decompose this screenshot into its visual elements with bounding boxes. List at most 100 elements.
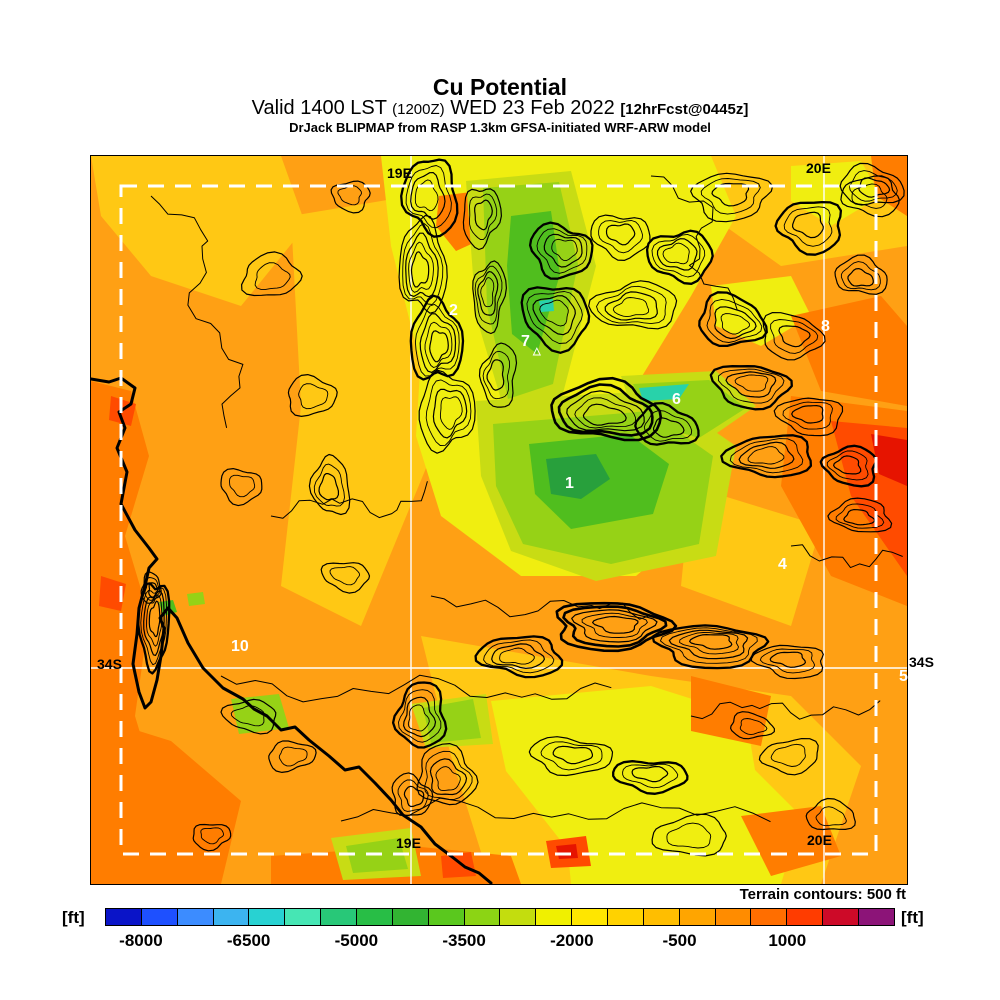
terrain-contour bbox=[805, 797, 856, 831]
terrain-contour bbox=[278, 746, 308, 767]
colorbar-segment bbox=[786, 909, 823, 925]
terrain-contour bbox=[843, 509, 875, 526]
terrain-contour bbox=[815, 806, 847, 827]
terrain-contour bbox=[574, 397, 636, 429]
colorbar-unit-right: [ft] bbox=[901, 908, 924, 927]
terrain-contour bbox=[330, 180, 371, 214]
colorbar-tick-label: -3500 bbox=[442, 931, 486, 950]
terrain-contour bbox=[543, 233, 583, 268]
terrain-contour bbox=[528, 736, 614, 777]
terrain-contour bbox=[662, 242, 690, 265]
colorbar-segment bbox=[535, 909, 572, 925]
site-number-1: 1 bbox=[565, 475, 574, 492]
terrain-contour bbox=[791, 405, 824, 424]
terrain-contour bbox=[770, 743, 806, 767]
terrain-contour bbox=[590, 214, 651, 261]
colorbar-segment bbox=[750, 909, 787, 925]
colorbar-segment bbox=[106, 909, 141, 925]
terrain-contour bbox=[725, 371, 777, 398]
terrain-contour bbox=[634, 401, 700, 446]
terrain-contour bbox=[414, 303, 460, 377]
terrain-contour bbox=[631, 765, 669, 783]
terrain-contour bbox=[717, 368, 785, 404]
terrain-contour bbox=[254, 262, 291, 290]
terrain-contour bbox=[532, 295, 576, 336]
potential-fill-region bbox=[91, 716, 241, 884]
terrain-contour bbox=[403, 696, 437, 738]
terrain-contour bbox=[477, 271, 499, 316]
potential-fill-region bbox=[691, 676, 771, 746]
potential-fill-region bbox=[561, 756, 801, 884]
colorbar-segment bbox=[427, 909, 464, 925]
terrain-contour bbox=[391, 772, 434, 817]
terrain-contour bbox=[612, 297, 650, 318]
terrain-contour bbox=[405, 165, 452, 229]
colorbar-segment bbox=[248, 909, 285, 925]
terrain-contour bbox=[643, 410, 693, 442]
terrain-contour bbox=[320, 562, 371, 594]
colorbar-tick-label: 1000 bbox=[768, 931, 807, 950]
terrain-contour bbox=[605, 223, 636, 246]
terrain-contour bbox=[192, 823, 232, 852]
colorbar-segment bbox=[463, 909, 500, 925]
terrain-contour bbox=[220, 698, 277, 735]
terrain-contour bbox=[337, 185, 362, 206]
terrain-contour bbox=[491, 643, 545, 669]
site-number-5: 5 bbox=[899, 668, 908, 685]
terrain-contour bbox=[229, 474, 256, 498]
terrain-contour bbox=[340, 797, 771, 823]
site-number-2: 2 bbox=[449, 302, 458, 319]
colorbar-segment bbox=[858, 909, 894, 925]
terrain-contour bbox=[598, 220, 643, 254]
terrain-contour bbox=[747, 446, 785, 465]
grid-label-20e: 20E bbox=[806, 160, 831, 176]
colorbar-tick-label: -2000 bbox=[550, 931, 594, 950]
terrain-contour bbox=[730, 711, 775, 740]
terrain-contour bbox=[592, 615, 639, 634]
terrain-contour bbox=[539, 299, 569, 327]
terrain-contour bbox=[486, 359, 505, 391]
colorbar-segment bbox=[607, 909, 643, 925]
terrain-contour bbox=[700, 178, 761, 215]
terrain-contour bbox=[714, 306, 757, 340]
terrain-contour bbox=[758, 738, 819, 776]
terrain-contour bbox=[773, 397, 844, 437]
colorbar-segment bbox=[714, 909, 751, 925]
terrain-contour bbox=[582, 403, 627, 426]
terrain-contour bbox=[410, 251, 430, 288]
terrain-contour bbox=[656, 238, 698, 271]
terrain-contour bbox=[478, 342, 518, 408]
terrain-contour bbox=[720, 313, 750, 335]
terrain-contour bbox=[750, 644, 824, 680]
site-number-4: 4 bbox=[778, 556, 787, 573]
terrain-contour bbox=[774, 200, 843, 256]
terrain-contour bbox=[424, 750, 473, 800]
potential-fill-region bbox=[546, 454, 610, 499]
terrain-contour bbox=[689, 634, 733, 650]
terrain-contour bbox=[474, 265, 503, 325]
terrain-contour bbox=[666, 822, 712, 849]
forecast-tag: [12hrFcst@0445z] bbox=[620, 101, 749, 118]
terrain-contour bbox=[405, 232, 439, 298]
terrain-contour bbox=[144, 577, 161, 601]
terrain-contour bbox=[150, 195, 244, 429]
terrain-contour bbox=[220, 468, 263, 507]
terrain-contour bbox=[474, 199, 493, 231]
terrain-contour bbox=[148, 582, 159, 598]
site-number-8: 8 bbox=[821, 318, 830, 335]
colorbar-segment bbox=[678, 909, 715, 925]
terrain-contour bbox=[596, 285, 667, 325]
colorbar-segment bbox=[212, 909, 249, 925]
colorbar-tick-label: -6500 bbox=[226, 931, 271, 950]
potential-fill-region bbox=[281, 196, 441, 626]
terrain-contour bbox=[790, 544, 903, 569]
terrain-contour bbox=[425, 379, 472, 446]
terrain-contour bbox=[329, 566, 361, 586]
potential-fill-region bbox=[507, 211, 560, 354]
terrain-contour bbox=[499, 647, 535, 665]
terrain-contour bbox=[140, 571, 162, 604]
potential-fill-region bbox=[711, 276, 811, 346]
terrain-contour bbox=[407, 704, 430, 732]
terrain-contour bbox=[536, 228, 588, 274]
terrain-contour bbox=[430, 595, 652, 620]
